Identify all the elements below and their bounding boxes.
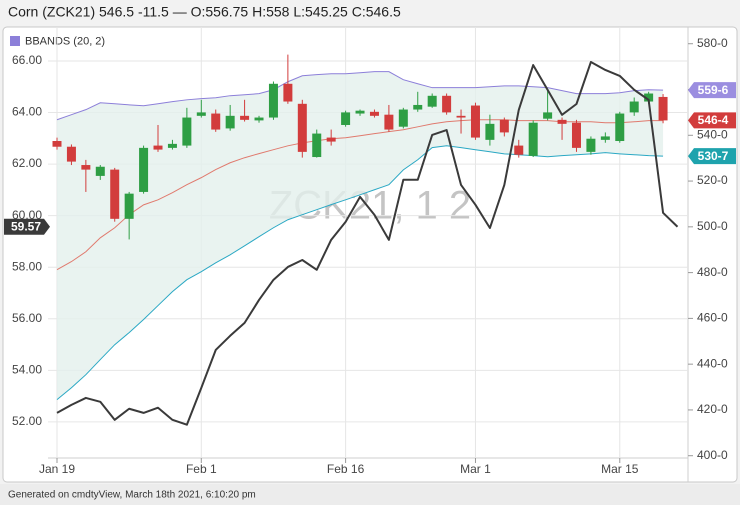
- candle-body: [644, 93, 654, 102]
- price-badge-label: 546-4: [698, 113, 729, 127]
- candle-body: [528, 122, 538, 156]
- candle-body: [110, 169, 120, 219]
- candle-body: [240, 115, 250, 120]
- price-badge-label: 530-7: [698, 149, 729, 163]
- band-fill: [57, 71, 664, 400]
- y-tick-label: 52.00: [12, 414, 42, 428]
- candle-body: [427, 95, 437, 107]
- y2-tick-label: 500-0: [697, 219, 728, 233]
- band-upper: [56, 71, 664, 121]
- y-tick-label: 64.00: [12, 105, 42, 119]
- candle-body: [95, 166, 105, 176]
- candle-body: [586, 138, 596, 152]
- candle-body: [600, 136, 610, 140]
- legend-label: BBANDS (20, 2): [25, 35, 105, 47]
- candle-body: [615, 113, 625, 142]
- price-badge-label: 559-6: [698, 83, 729, 97]
- chart-title: Corn (ZCK21) 546.5 -11.5 — O:556.75 H:55…: [8, 4, 401, 20]
- y-tick-label: 62.00: [12, 156, 42, 170]
- y2-tick-label: 520-0: [697, 173, 728, 187]
- y2-tick-label: 400-0: [697, 448, 728, 462]
- candle-body: [66, 146, 76, 162]
- y2-tick-label: 460-0: [697, 311, 728, 325]
- candle-body: [557, 119, 567, 124]
- y2-tick-label: 540-0: [697, 127, 728, 141]
- candle-body: [514, 145, 524, 155]
- candle-body: [124, 193, 134, 219]
- candle-body: [571, 122, 581, 148]
- candle-body: [268, 83, 278, 118]
- legend-swatch: [10, 36, 20, 46]
- y2-tick-label: 580-0: [697, 36, 728, 50]
- x-tick-label: Mar 1: [460, 462, 491, 476]
- candle-body: [629, 101, 639, 113]
- candle-body: [182, 117, 192, 146]
- price-badge: [4, 218, 50, 235]
- candle-body: [658, 96, 668, 121]
- footer: Generated on cmdtyView, March 18th 2021,…: [8, 490, 256, 501]
- candle-body: [196, 112, 206, 116]
- candle-body: [326, 137, 336, 142]
- price-badge: [688, 148, 736, 165]
- y-tick-label: 54.00: [12, 363, 42, 377]
- candle-body: [312, 133, 322, 158]
- candle-body: [384, 114, 394, 130]
- candle-body: [52, 141, 62, 147]
- candle-body: [341, 112, 351, 125]
- candle-body: [81, 165, 91, 170]
- x-tick-label: Jan 19: [39, 462, 75, 476]
- y-tick-label: 56.00: [12, 311, 42, 325]
- y-tick-label: 60.00: [12, 208, 42, 222]
- candle-body: [283, 83, 293, 102]
- candle-body: [456, 115, 466, 118]
- candle-body: [413, 104, 423, 110]
- y-tick-label: 58.00: [12, 259, 42, 273]
- candle-body: [470, 105, 480, 138]
- price-badge-label: 59.57: [11, 219, 41, 233]
- y2-tick-label: 480-0: [697, 265, 728, 279]
- candle-body: [369, 111, 379, 116]
- x-tick-label: Feb 16: [327, 462, 365, 476]
- x-tick-label: Feb 1: [186, 462, 217, 476]
- y2-tick-label: 440-0: [697, 356, 728, 370]
- candle-body: [297, 103, 307, 152]
- candle-body: [543, 112, 553, 119]
- candle-body: [398, 109, 408, 127]
- candle-body: [167, 143, 177, 148]
- y2-tick-label: 420-0: [697, 402, 728, 416]
- band-lower: [56, 145, 664, 401]
- y-tick-label: 66.00: [12, 53, 42, 67]
- price-badge: [688, 112, 736, 129]
- candle-body: [254, 117, 264, 121]
- x-tick-label: Mar 15: [601, 462, 639, 476]
- candle-body: [225, 115, 235, 129]
- footer-bar: [0, 484, 740, 505]
- candle-body: [153, 145, 163, 150]
- price-line: [56, 60, 679, 426]
- candle-body: [499, 119, 509, 133]
- candle-body: [139, 147, 149, 192]
- candle-body: [355, 110, 365, 114]
- candle-body: [442, 95, 452, 113]
- candle-body: [485, 123, 495, 140]
- candle-body: [211, 113, 221, 130]
- price-badge: [688, 82, 736, 99]
